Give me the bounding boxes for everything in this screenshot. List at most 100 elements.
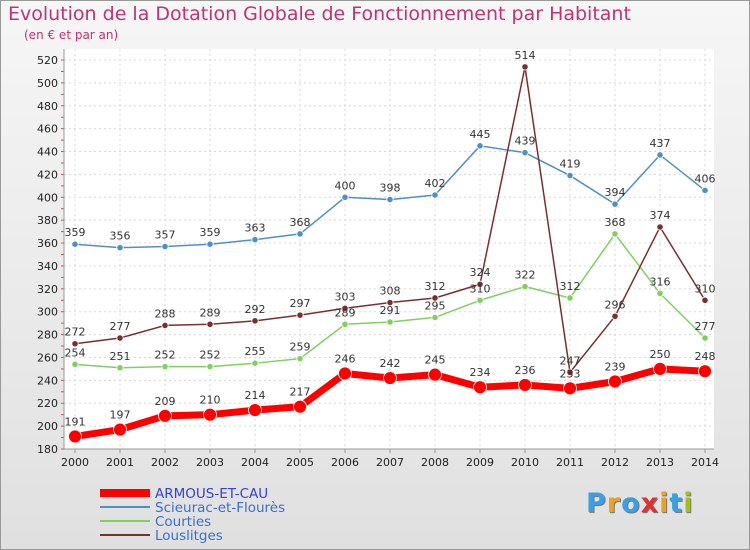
series-point-0 <box>428 367 442 382</box>
series-point-1 <box>656 151 664 159</box>
y-tick-label: 360 <box>37 237 58 250</box>
x-tick-label: 2000 <box>61 456 89 469</box>
data-label-2: 295 <box>425 299 446 312</box>
data-label-1: 363 <box>245 222 266 235</box>
x-tick-label: 2002 <box>151 456 179 469</box>
data-label-0: 233 <box>560 367 581 380</box>
data-label-1: 445 <box>470 128 491 141</box>
series-point-1 <box>341 193 349 201</box>
x-tick-label: 2012 <box>601 456 629 469</box>
series-point-3 <box>71 340 79 348</box>
y-tick-label: 500 <box>37 77 58 90</box>
legend-label-2: Courties <box>155 514 211 530</box>
data-label-2: 312 <box>560 280 581 293</box>
series-point-3 <box>656 223 664 231</box>
data-label-1: 406 <box>695 172 716 185</box>
data-label-3: 374 <box>650 209 671 222</box>
data-label-2: 259 <box>290 341 311 354</box>
data-label-1: 368 <box>290 216 311 229</box>
data-label-1: 359 <box>200 226 221 239</box>
data-label-3: 297 <box>290 297 311 310</box>
series-point-0 <box>338 366 352 381</box>
series-point-2 <box>341 320 349 328</box>
x-tick-label: 2001 <box>106 456 134 469</box>
data-label-3: 308 <box>380 285 401 298</box>
chart-subtitle: (en € et par an) <box>24 28 119 42</box>
series-point-1 <box>701 186 709 195</box>
series-point-1 <box>611 200 619 208</box>
data-label-1: 398 <box>380 182 401 195</box>
series-point-1 <box>476 142 484 150</box>
y-tick-label: 220 <box>37 397 58 410</box>
series-point-0 <box>698 364 712 379</box>
data-label-2: 252 <box>155 349 176 362</box>
series-point-0 <box>473 380 487 395</box>
data-label-1: 419 <box>560 158 581 171</box>
data-label-1: 400 <box>335 179 356 192</box>
series-point-0 <box>293 399 307 414</box>
logo-letter: r <box>606 488 622 519</box>
logo-letter: x <box>640 488 660 519</box>
data-label-2: 251 <box>110 350 131 363</box>
series-point-0 <box>653 362 667 376</box>
x-tick-label: 2008 <box>421 456 449 469</box>
series <box>68 63 712 444</box>
x-tick-label: 2007 <box>376 456 404 469</box>
y-tick-label: 520 <box>37 54 58 67</box>
data-label-0: 217 <box>290 386 311 399</box>
series-point-3 <box>116 334 124 342</box>
plot-area <box>64 49 714 449</box>
y-tick-label: 440 <box>37 146 58 159</box>
series-point-1 <box>521 149 529 157</box>
series-point-1 <box>386 195 394 204</box>
series-point-3 <box>341 304 349 312</box>
series-point-0 <box>383 371 397 385</box>
series-point-0 <box>563 381 577 396</box>
legend-label-3: Louslitges <box>155 528 223 544</box>
data-label-0: 234 <box>470 366 491 379</box>
series-point-3 <box>566 368 574 376</box>
data-label-1: 402 <box>425 177 446 190</box>
data-label-2: 316 <box>650 275 671 288</box>
data-label-3: 277 <box>110 320 131 333</box>
data-label-3: 324 <box>470 266 491 279</box>
data-label-2: 289 <box>335 306 356 319</box>
series-point-2 <box>251 359 259 367</box>
data-label-2: 254 <box>65 346 86 359</box>
x-tick-label: 2005 <box>286 456 314 469</box>
axes: 180 200 220 240 260 280 300 320 340 360 380 400 420 4… <box>37 49 719 469</box>
data-label-0: 246 <box>335 352 356 365</box>
series-point-1 <box>296 230 304 238</box>
series-point-3 <box>251 317 259 325</box>
x-tick-label: 2006 <box>331 456 359 469</box>
series-point-0 <box>203 407 217 422</box>
legend: ARMOUS-ET-CAUScieurac-et-FlourèsCourties… <box>100 486 285 544</box>
data-label-0: 250 <box>650 348 671 361</box>
grid <box>64 49 714 450</box>
series-point-2 <box>71 360 79 368</box>
data-label-1: 439 <box>515 135 536 148</box>
x-tick-label: 2011 <box>556 456 584 469</box>
series-point-3 <box>701 296 709 304</box>
data-label-3: 312 <box>425 280 446 293</box>
x-tick-label: 2010 <box>511 456 539 469</box>
y-tick-label: 400 <box>37 191 58 204</box>
series-point-2 <box>116 364 124 372</box>
data-label-3: 296 <box>605 298 626 311</box>
series-point-3 <box>476 280 484 288</box>
data-label-2: 291 <box>380 304 401 317</box>
data-label-2: 252 <box>200 349 221 362</box>
series-point-2 <box>521 282 529 291</box>
series-point-2 <box>206 363 214 371</box>
series-point-1 <box>251 236 259 244</box>
series-point-0 <box>68 429 82 444</box>
series-point-1 <box>431 191 439 199</box>
data-label-1: 437 <box>650 137 671 150</box>
data-label-3: 288 <box>155 307 176 320</box>
series-point-2 <box>386 318 394 326</box>
y-tick-label: 340 <box>37 260 58 273</box>
series-point-1 <box>566 171 574 180</box>
series-point-0 <box>113 422 127 437</box>
proxiti-logo: Proxiti <box>586 488 694 519</box>
data-label-3: 310 <box>695 282 716 295</box>
